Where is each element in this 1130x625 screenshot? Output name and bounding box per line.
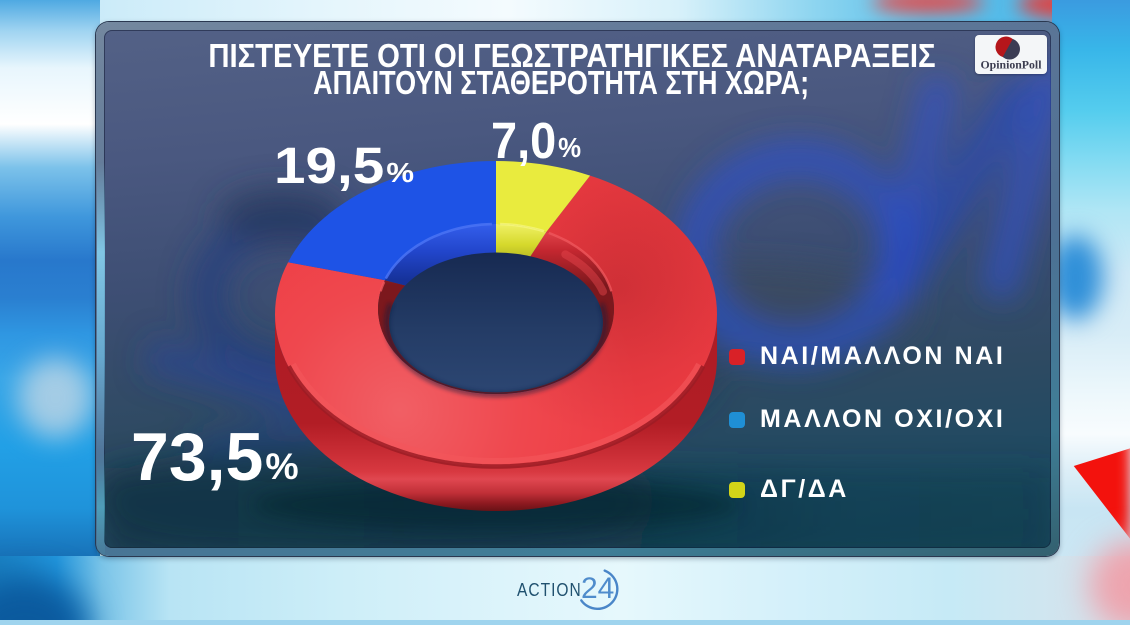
svg-text:OpinionPoll: OpinionPoll [981,58,1043,72]
